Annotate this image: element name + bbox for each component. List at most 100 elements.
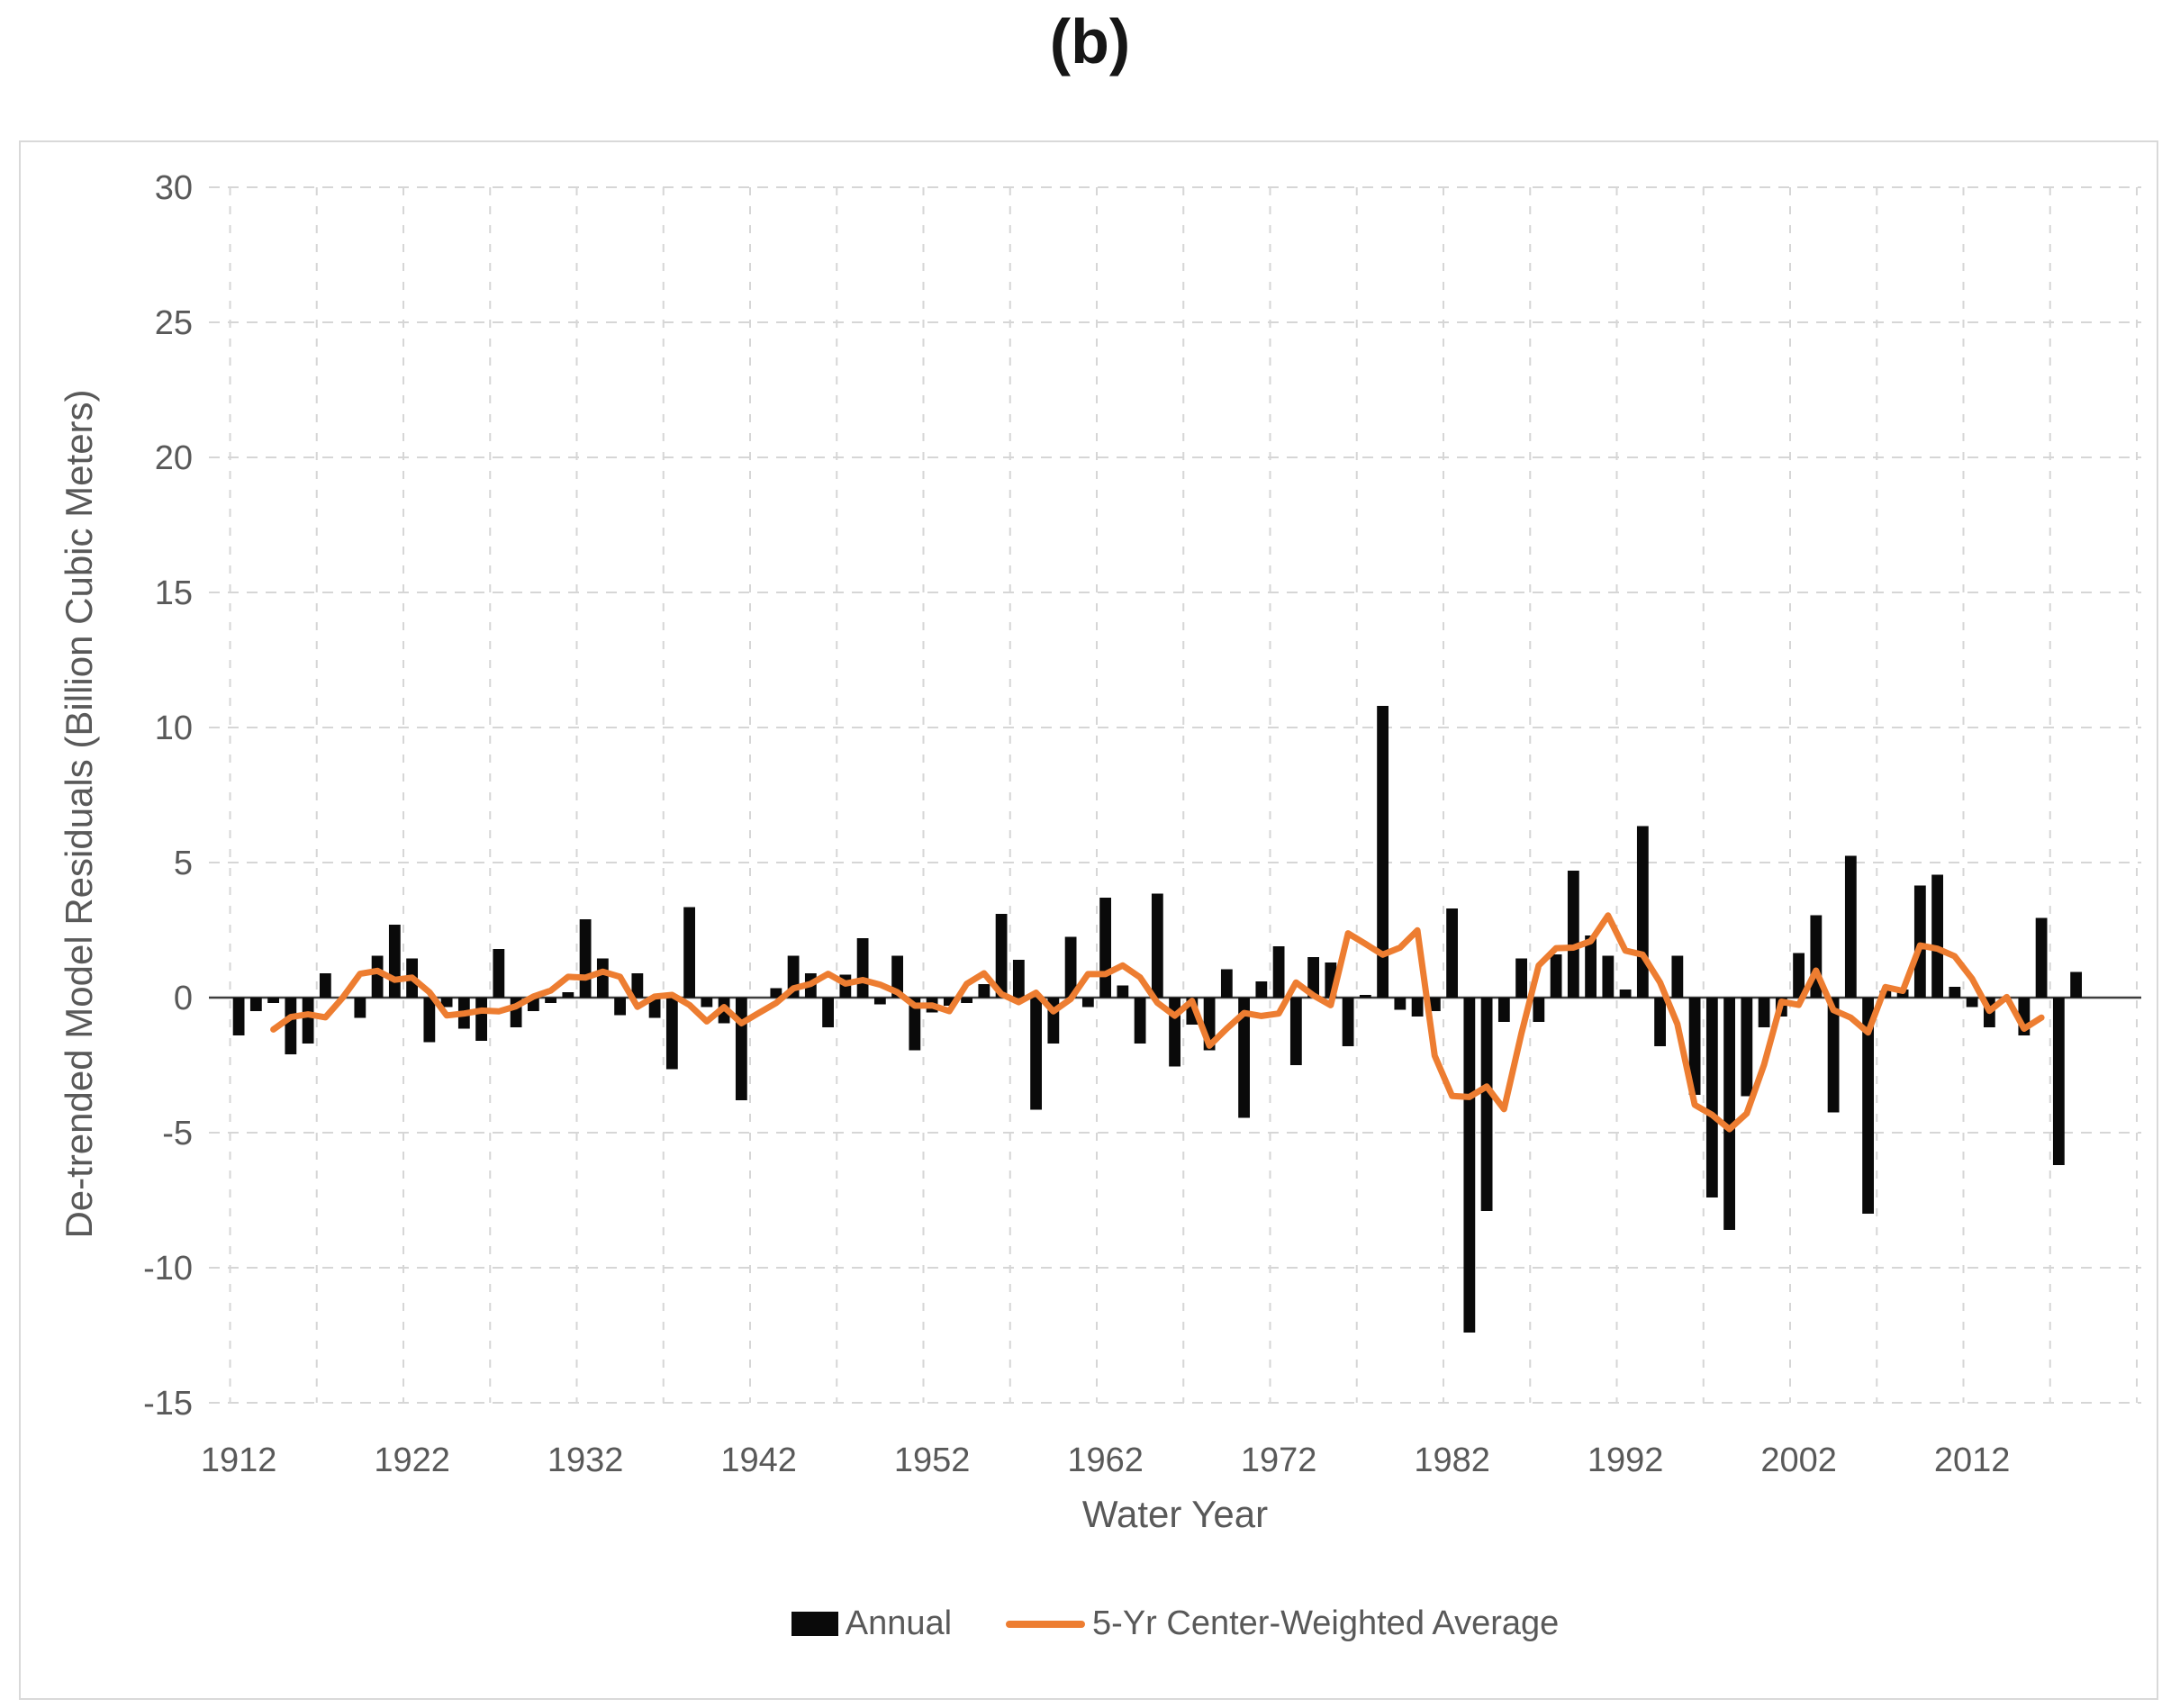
annual-bar-1914	[267, 998, 279, 1003]
annual-bar-1912	[232, 998, 245, 1035]
annual-bar-1937	[665, 998, 678, 1070]
five-year-average-line	[270, 912, 2045, 1133]
figure-border-box	[19, 140, 2158, 1700]
x-tick-label: 2012	[1934, 1441, 2011, 1479]
annual-bar-1970	[1238, 998, 1250, 1118]
legend-label-annual: Annual	[845, 1604, 953, 1642]
annual-bar-1915	[285, 998, 297, 1054]
annual-bar-2011	[1949, 987, 1961, 998]
annual-bar-1997	[1705, 998, 1718, 1197]
annual-bar-1949	[873, 998, 886, 1005]
y-tick-label: -5	[162, 1115, 193, 1152]
annual-bar-2006	[1862, 998, 1874, 1214]
annual-bar-1995	[1671, 955, 1684, 998]
annual-bar-1992	[1619, 990, 1632, 998]
annual-bar-1966	[1169, 998, 1180, 1067]
annual-bar-2000	[1758, 998, 1770, 1027]
legend-label-average: 5-Yr Center-Weighted Average	[1092, 1604, 1560, 1642]
annual-bar-1977	[1359, 995, 1371, 998]
annual-bar-2018	[2070, 971, 2082, 998]
annual-bar-1986	[1515, 958, 1527, 998]
annual-bar-2016	[2035, 917, 2048, 998]
annual-bar-1938	[683, 907, 695, 998]
annual-bar-1985	[1497, 998, 1510, 1022]
y-tick-label: -15	[143, 1385, 193, 1423]
annual-bar-1932	[579, 919, 592, 998]
annual-bar-1996	[1688, 998, 1701, 1095]
y-tick-label: 20	[155, 439, 193, 477]
annual-bar-1953	[943, 998, 955, 1006]
annual-bar-1979	[1394, 998, 1407, 1010]
annual-bar-2010	[1931, 874, 1943, 998]
y-tick-label: -10	[143, 1250, 193, 1288]
annual-bar-1950	[891, 955, 903, 998]
annual-bar-swatch-icon	[791, 1612, 838, 1636]
annual-bar-1960	[1064, 936, 1077, 998]
legend-item-annual: Annual	[791, 1604, 952, 1643]
x-tick-label: 1912	[201, 1441, 277, 1479]
annual-bar-1933	[596, 958, 609, 998]
annual-bar-1999	[1741, 998, 1753, 1097]
annual-bar-1951	[909, 998, 921, 1051]
annual-bar-1948	[856, 938, 869, 998]
annual-bar-1981	[1428, 998, 1441, 1011]
annual-bar-1991	[1602, 955, 1615, 998]
annual-bar-1926	[475, 998, 487, 1041]
annual-bar-1955	[978, 984, 990, 998]
y-axis-title: De-trended Model Residuals (Billion Cubi…	[58, 389, 100, 1239]
annual-bar-1962	[1099, 898, 1111, 998]
x-tick-label: 1962	[1067, 1441, 1144, 1479]
annual-bar-1988	[1550, 954, 1562, 998]
y-tick-label: 0	[174, 980, 193, 1017]
figure-title: (b)	[1049, 6, 1131, 77]
x-axis-title: Water Year	[1081, 1493, 1269, 1535]
annual-bar-1990	[1585, 935, 1597, 998]
annual-bar-1974	[1307, 957, 1319, 998]
annual-bar-1976	[1342, 998, 1354, 1046]
y-tick-label: 25	[155, 304, 193, 342]
y-tick-label: 5	[174, 845, 193, 882]
annual-bar-1957	[1012, 960, 1025, 998]
annual-bar-1936	[648, 998, 661, 1018]
average-line-swatch-icon	[1006, 1620, 1086, 1628]
annual-bar-1989	[1567, 871, 1579, 998]
chart-legend: Annual 5-Yr Center-Weighted Average	[209, 1604, 2141, 1643]
annual-bar-1954	[961, 998, 972, 1003]
x-tick-label: 1982	[1414, 1441, 1490, 1479]
x-tick-label: 1972	[1241, 1441, 1317, 1479]
legend-item-average: 5-Yr Center-Weighted Average	[1006, 1604, 1559, 1643]
x-tick-label: 1952	[894, 1441, 971, 1479]
annual-bar-1927	[493, 949, 505, 998]
annual-bar-1931	[562, 992, 574, 998]
annual-bar-2009	[1913, 885, 1926, 998]
annual-bar-1941	[735, 998, 747, 1100]
annual-bar-1946	[822, 998, 834, 1027]
annual-bar-1994	[1654, 998, 1666, 1046]
annual-bar-2002	[1793, 953, 1805, 998]
annual-bar-1983	[1463, 998, 1476, 1333]
y-tick-label: 15	[155, 574, 193, 612]
x-tick-label: 2002	[1760, 1441, 1837, 1479]
x-tick-label: 1942	[720, 1441, 797, 1479]
annual-bar-1920	[371, 955, 384, 998]
annual-bar-1965	[1151, 893, 1163, 998]
annual-bar-1984	[1480, 998, 1493, 1211]
y-tick-label: 30	[155, 169, 193, 207]
x-tick-label: 1932	[547, 1441, 624, 1479]
annual-bar-1935	[631, 973, 644, 998]
annual-bar-1939	[701, 998, 713, 1008]
annual-bar-1934	[614, 998, 626, 1016]
y-tick-label: 10	[155, 709, 193, 747]
annual-bar-1919	[354, 998, 366, 1018]
x-tick-label: 1992	[1588, 1441, 1664, 1479]
annual-bar-1958	[1030, 998, 1042, 1110]
annual-bar-1982	[1446, 908, 1458, 998]
annual-bar-1943	[770, 988, 782, 998]
annual-bar-2017	[2052, 998, 2065, 1165]
annual-bar-1998	[1723, 998, 1735, 1230]
x-tick-label: 1922	[374, 1441, 450, 1479]
annual-bar-1964	[1134, 998, 1146, 1044]
annual-bar-1971	[1255, 981, 1268, 998]
annual-bar-1921	[388, 925, 401, 998]
